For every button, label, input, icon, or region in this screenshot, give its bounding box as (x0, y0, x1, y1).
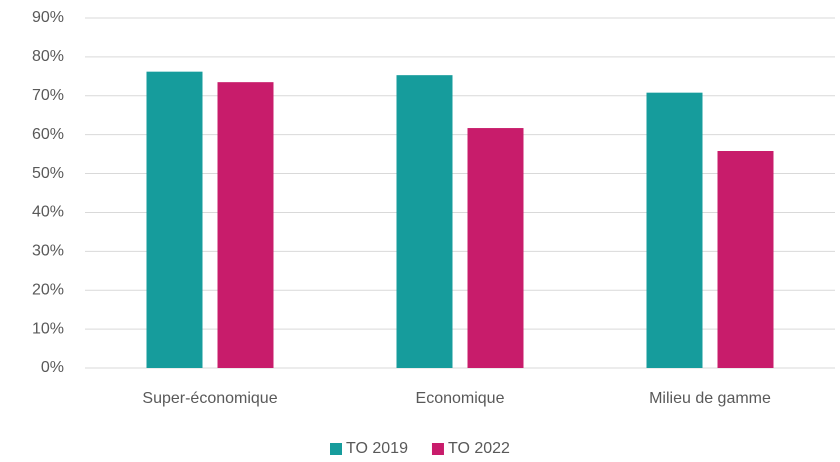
bar (717, 151, 774, 368)
legend-swatch (431, 443, 444, 455)
y-tick-label: 60% (32, 126, 64, 143)
legend-label: TO 2019 (346, 440, 408, 457)
y-tick-label: 70% (32, 87, 64, 104)
y-tick-label: 0% (41, 359, 64, 376)
bar (396, 75, 453, 369)
bar (467, 128, 524, 368)
bar (646, 92, 703, 369)
y-tick-label: 50% (32, 165, 64, 182)
legend-label: TO 2022 (448, 440, 510, 457)
bar (146, 71, 203, 369)
legend-swatch (330, 443, 342, 455)
x-tick-label: Milieu de gamme (649, 390, 771, 407)
y-tick-label: 30% (32, 243, 64, 260)
y-tick-label: 90% (32, 9, 64, 26)
y-tick-label: 40% (32, 204, 64, 221)
x-tick-label: Economique (416, 390, 505, 407)
x-tick-label: Super-économique (142, 390, 277, 407)
y-tick-label: 10% (32, 320, 64, 337)
y-tick-label: 20% (32, 281, 64, 298)
y-tick-label: 80% (32, 48, 64, 65)
bar (217, 82, 274, 369)
